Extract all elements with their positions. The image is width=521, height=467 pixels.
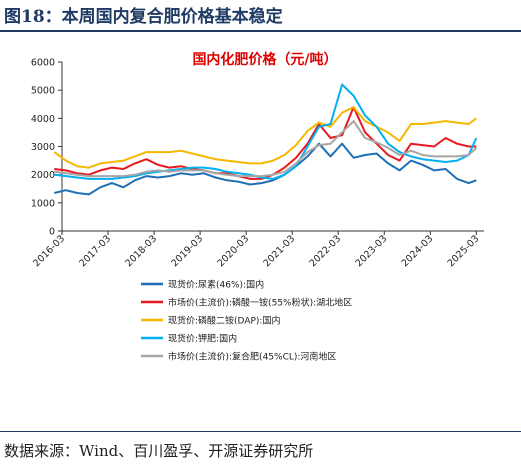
chart-legend: 现货价:尿素(46%):国内市场价(主流价):磷酸一铵(55%粉状):湖北地区现… xyxy=(141,279,352,363)
price-line-chart: 国内化肥价格（元/吨） 0 1000 2000 3000 4000 5000 6000 201… xyxy=(31,51,484,363)
title-rule xyxy=(0,30,521,32)
x-tick-label: 2024-03 xyxy=(400,233,436,269)
source-note: 数据来源：Wind、百川盈孚、开源证券研究所 xyxy=(4,442,314,460)
x-tick-label: 2018-03 xyxy=(123,233,159,269)
series-line-2 xyxy=(54,106,477,180)
source-rule xyxy=(0,431,521,432)
series-line-1 xyxy=(54,142,477,196)
y-tick-label: 3000 xyxy=(31,142,55,153)
chart-title: 国内化肥价格（元/吨） xyxy=(192,51,337,68)
legend-label-2: 市场价(主流价):磷酸一铵(55%粉状):湖北地区 xyxy=(168,297,352,309)
legend-label-3: 现货价:磷酸二铵(DAP):国内 xyxy=(168,315,280,327)
x-tick-label: 2019-03 xyxy=(169,233,205,269)
x-tick-label: 2021-03 xyxy=(261,233,297,269)
x-tick-label: 2017-03 xyxy=(77,233,113,269)
x-tick-label: 2025-03 xyxy=(446,233,482,269)
y-tick-label: 1000 xyxy=(31,198,55,209)
x-tick-label: 2016-03 xyxy=(31,233,67,269)
x-tick-label: 2023-03 xyxy=(354,233,390,269)
chart-series xyxy=(53,83,478,196)
legend-label-1: 现货价:尿素(46%):国内 xyxy=(168,279,264,291)
y-tick-label: 4000 xyxy=(31,114,55,125)
figure-title: 图18：本周国内复合肥价格基本稳定 xyxy=(4,7,283,27)
y-tick-label: 2000 xyxy=(31,170,55,181)
x-tick-label: 2022-03 xyxy=(307,233,343,269)
legend-label-4: 现货价:钾肥:国内 xyxy=(168,333,237,345)
legend-label-5: 市场价(主流价):复合肥(45%CL):河南地区 xyxy=(168,351,336,363)
x-tick-label: 2020-03 xyxy=(215,233,251,269)
series-line-4 xyxy=(54,83,478,180)
y-tick-label: 0 xyxy=(49,227,55,238)
series-line-3 xyxy=(53,106,477,169)
series-line-5 xyxy=(54,120,477,178)
y-tick-label: 5000 xyxy=(31,86,55,97)
y-tick-label: 6000 xyxy=(31,58,55,69)
